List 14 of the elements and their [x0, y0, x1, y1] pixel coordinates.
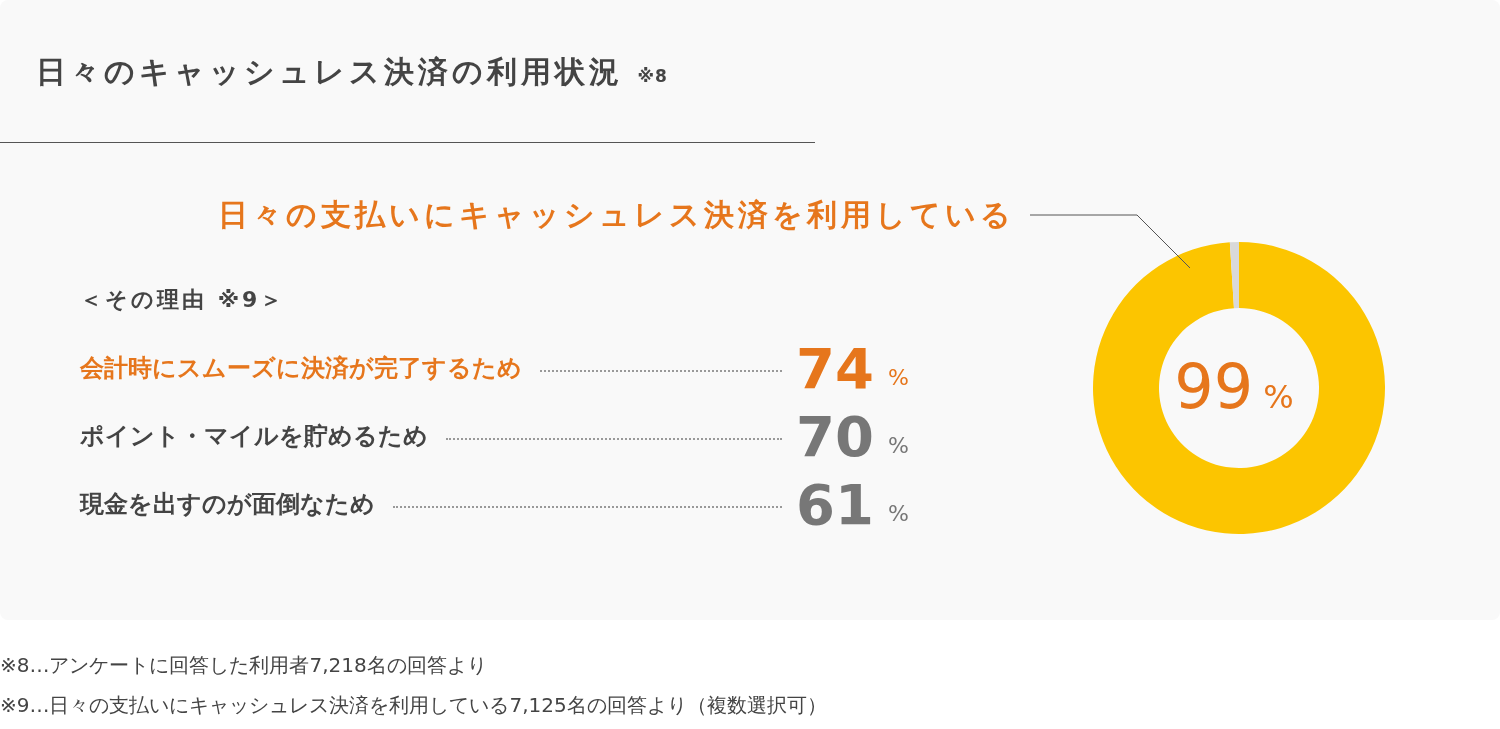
category-label: 現金を出すのが面倒なため	[80, 489, 375, 520]
data-label: 74 %	[795, 335, 910, 401]
donut-slice	[1093, 242, 1385, 534]
text: ※8…アンケートに回答した利用者7,218名の回答より	[0, 652, 487, 679]
chart-title: 日々のキャッシュレス決済の利用状況 ※8	[36, 53, 668, 91]
donut-slice	[1229, 242, 1239, 309]
data-label: 70 %	[795, 403, 910, 469]
text: ※9…日々の支払いにキャッシュレス決済を利用している7,125名の回答より（複数選択可）	[0, 692, 827, 719]
data-label: 99 %	[1174, 350, 1294, 423]
category-label: ポイント・マイルを貯めるため	[80, 421, 428, 452]
slice-label: 日々の支払いにキャッシュレス決済を利用している	[218, 197, 1015, 232]
category-label: 会計時にスムーズに決済が完了するため	[80, 353, 522, 384]
text: ＜その理由 ※9＞	[80, 286, 286, 314]
data-label: 61 %	[795, 471, 910, 537]
